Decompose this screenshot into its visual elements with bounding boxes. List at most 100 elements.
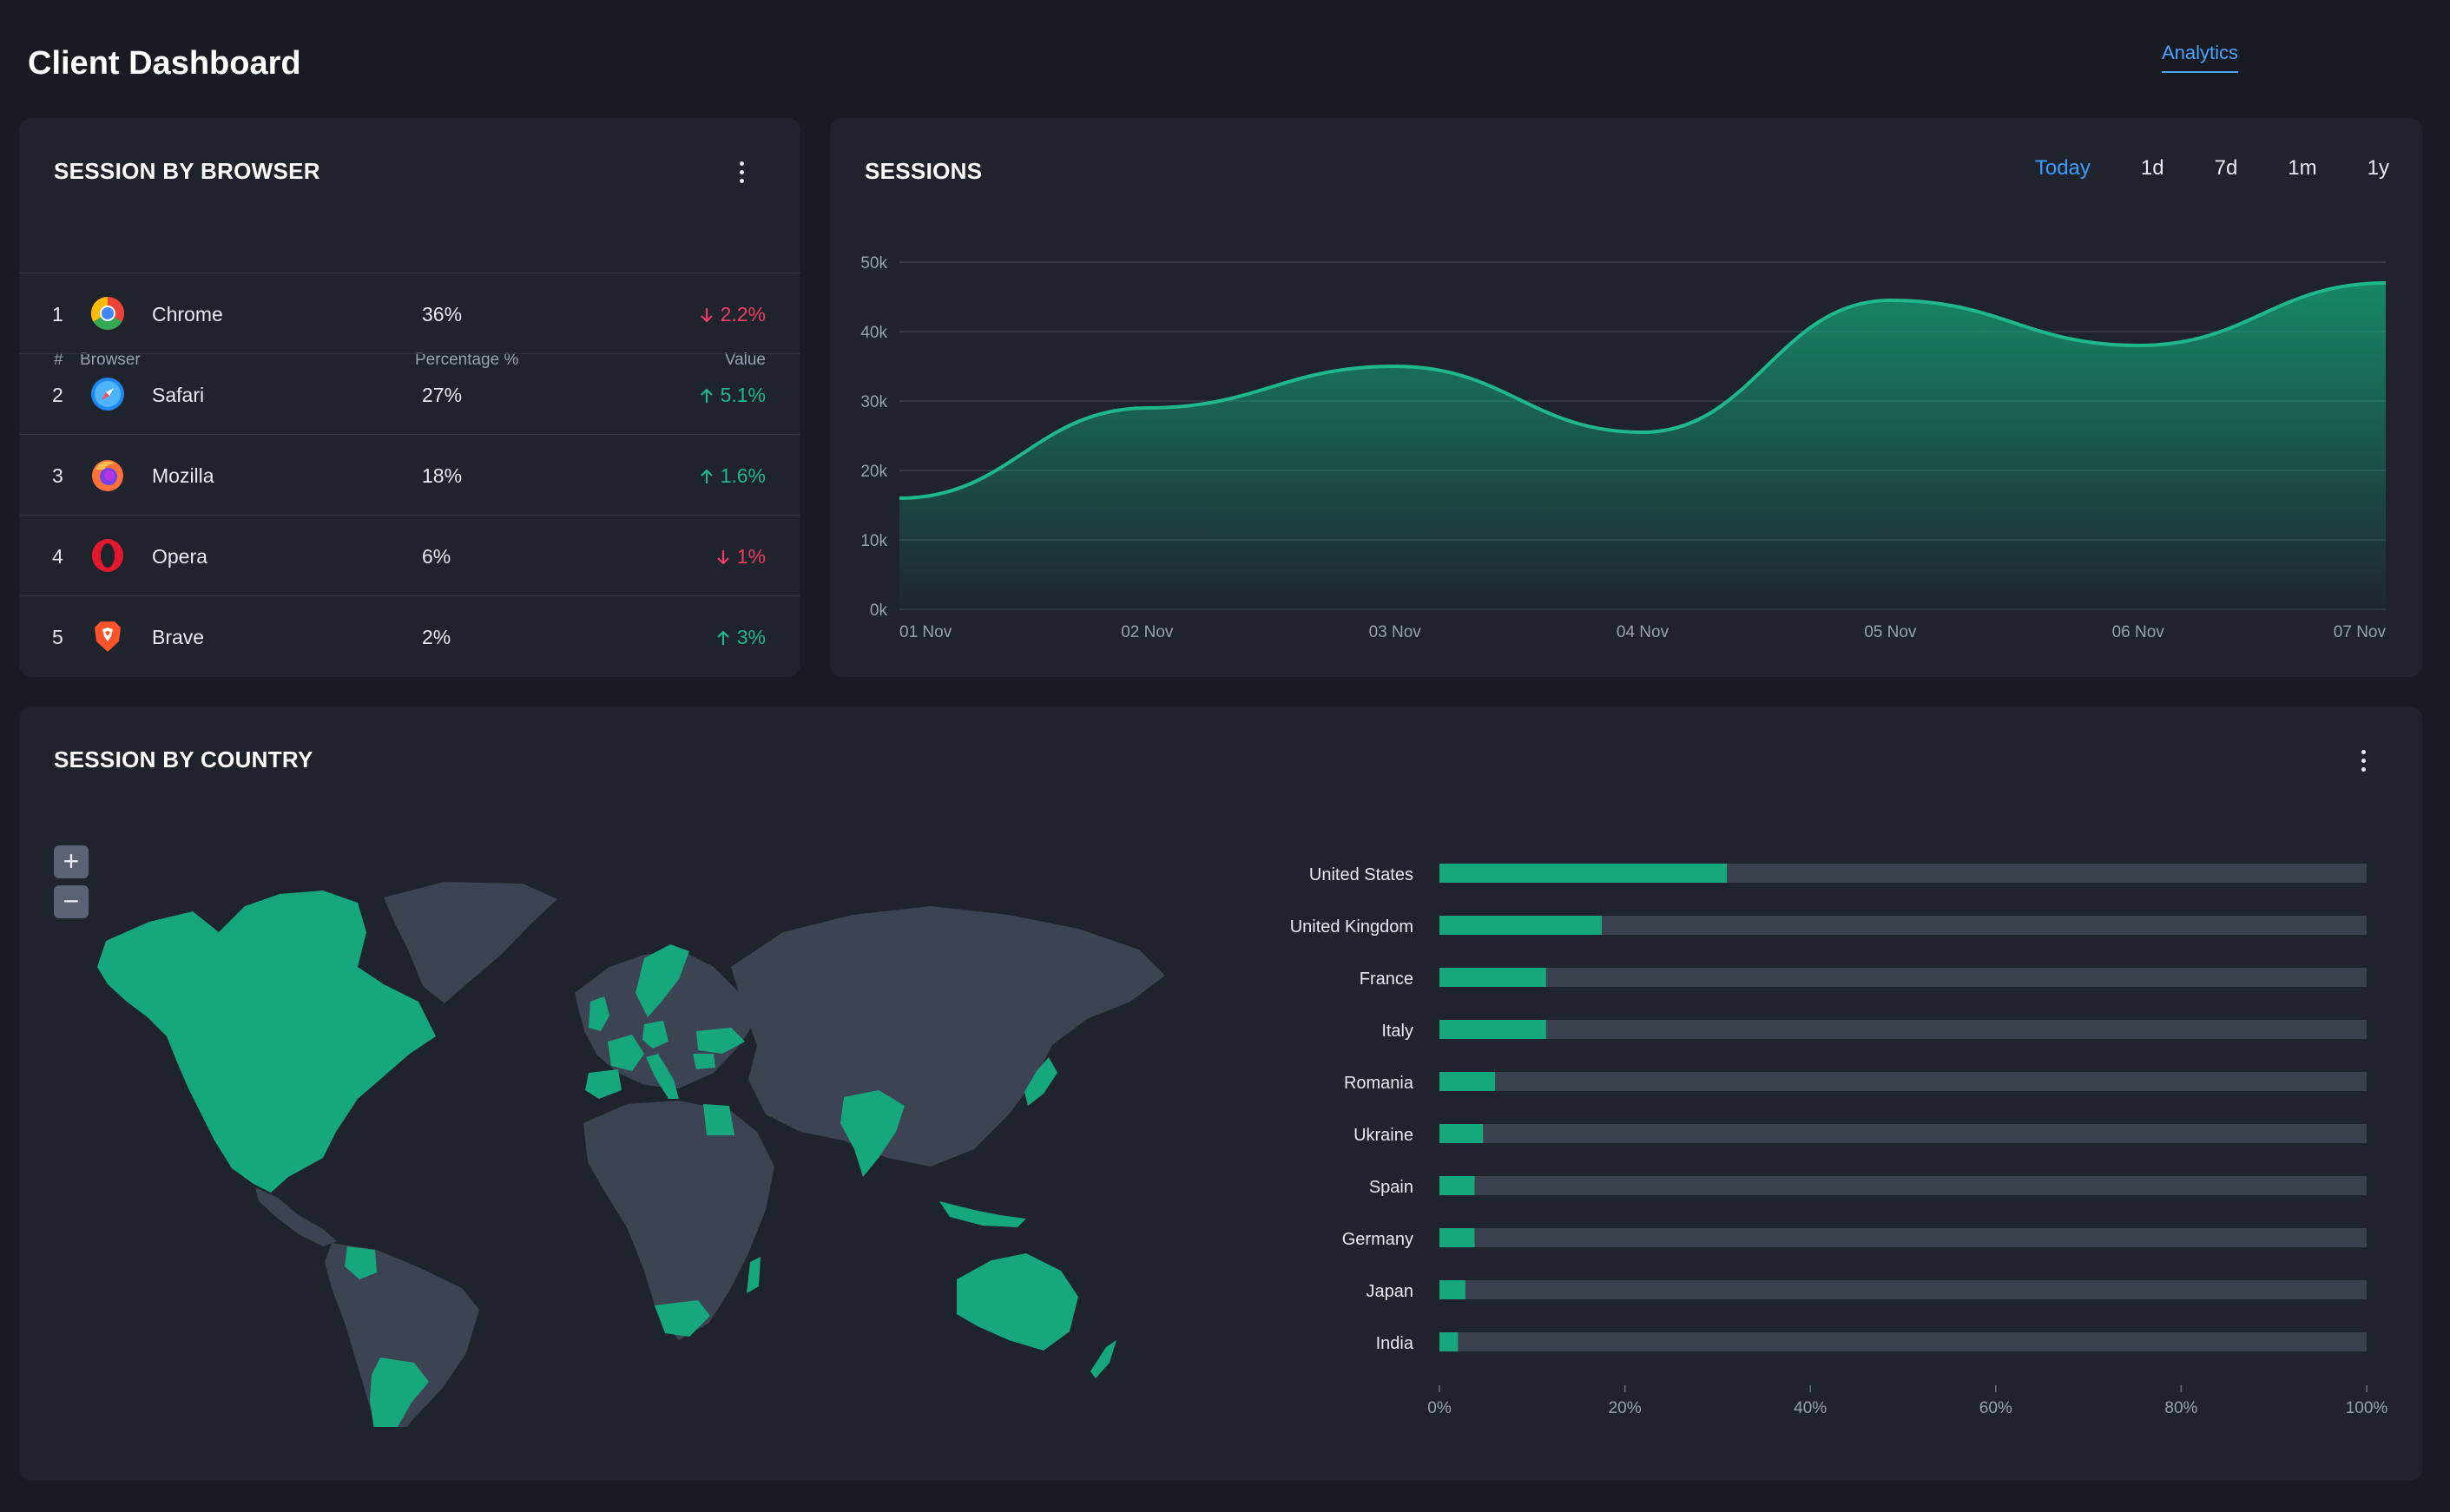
arrow-down-icon [700,307,713,323]
bar-category-label: France [1360,970,1413,989]
map-country-germany[interactable] [642,1021,668,1049]
table-row[interactable]: 2 Safari 27% 5.1% [19,353,800,435]
opera-icon [92,539,123,572]
browser-name: Chrome [152,303,223,325]
card-title: SESSION BY BROWSER [54,158,320,184]
y-tick-label: 0k [870,602,888,620]
range-tab-1y[interactable]: 1y [2367,156,2389,180]
browser-name: Opera [152,545,207,568]
arrow-up-icon [716,629,729,645]
world-map[interactable] [71,871,1226,1427]
analytics-link[interactable]: Analytics [2162,42,2239,73]
map-region-asia[interactable] [731,906,1165,1167]
bar-track [1439,968,2367,987]
bar-value[interactable] [1439,916,1602,935]
bar-category-label: United Kingdom [1290,917,1413,937]
range-tab-7d[interactable]: 7d [2214,156,2238,180]
map-country-ukraine[interactable] [696,1028,745,1054]
value-text: 1% [736,545,766,568]
browser-value: 1% [716,545,766,569]
map-country-spain[interactable] [585,1069,622,1099]
bar-category-label: India [1376,1334,1414,1353]
map-region-south-america[interactable] [325,1243,479,1427]
bar-track [1439,1020,2367,1039]
column-header-browser: Browser [80,351,141,369]
map-country-scandinavia[interactable] [636,944,689,1017]
map-country-north-america[interactable] [97,891,436,1193]
map-country-venezuela[interactable] [345,1246,377,1279]
bar-track [1439,1124,2367,1143]
map-region-central-america[interactable] [255,1187,337,1246]
range-tab-1m[interactable]: 1m [2288,156,2317,180]
x-tick-label: 05 Nov [1864,623,1917,641]
map-country-south-africa[interactable] [655,1300,710,1337]
map-country-uk[interactable] [589,996,609,1031]
range-tab-1d[interactable]: 1d [2140,156,2164,180]
column-header-value: Value [724,351,766,369]
y-tick-label: 10k [860,532,887,550]
bar-value[interactable] [1439,1228,1475,1247]
range-tabs: Today 1d 7d 1m 1y [2035,156,2389,181]
chrome-icon [90,296,125,331]
browser-percentage: 18% [422,464,463,487]
bar-track [1439,1332,2367,1351]
bar-category-label: United States [1309,865,1413,884]
x-tick-label: 06 Nov [2112,623,2165,641]
bar-value[interactable] [1439,1072,1496,1091]
more-options-icon[interactable] [2353,743,2374,778]
value-text: 1.6% [720,464,766,487]
map-country-madagascar[interactable] [747,1257,761,1293]
map-country-greenland[interactable] [384,882,557,1003]
zoom-out-button[interactable]: − [54,885,89,918]
range-tab-today[interactable]: Today [2034,156,2091,180]
bar-track [1439,916,2367,935]
table-row[interactable]: 4 Opera 6% 1% [19,515,800,596]
map-region-indonesia[interactable] [939,1201,1026,1227]
safari-icon [91,378,124,411]
table-row[interactable]: 3 Mozilla 18% 1.6% [19,434,800,516]
x-tick-label: 80% [2164,1399,2197,1417]
sessions-card: SESSIONS Today 1d 7d 1m 1y 0k 10k 20k 30k 40… [830,118,2422,677]
bar-value[interactable] [1439,1176,1475,1195]
map-country-egypt[interactable] [703,1104,734,1135]
map-country-argentina[interactable] [370,1358,429,1427]
bar-category-label: Japan [1367,1282,1414,1301]
row-number: 1 [52,303,63,325]
browser-value: 3% [716,626,766,649]
y-tick-label: 20k [860,463,887,481]
map-region-africa[interactable] [583,1101,774,1340]
column-header-num: # [54,351,63,369]
bar-category-label: Ukraine [1353,1126,1413,1145]
browser-percentage: 36% [422,303,463,325]
bar-category-label: Germany [1342,1230,1413,1249]
browser-percentage: 27% [422,384,463,406]
more-options-icon[interactable] [731,154,752,189]
row-number: 2 [52,384,63,406]
bar-value[interactable] [1439,1332,1459,1351]
firefox-icon [92,460,123,491]
bar-track [1439,1072,2367,1091]
bar-value[interactable] [1439,1280,1465,1299]
browser-name: Safari [152,384,205,406]
map-country-new-zealand[interactable] [1090,1340,1116,1378]
bar-value[interactable] [1439,1020,1546,1039]
y-tick-label: 40k [860,324,887,342]
map-country-australia[interactable] [957,1253,1078,1351]
bar-value[interactable] [1439,864,1728,883]
zoom-in-button[interactable]: + [54,845,89,878]
map-country-romania[interactable] [693,1054,715,1069]
map-country-italy[interactable] [646,1054,679,1099]
table-row[interactable]: 5 Brave 2% 3% [19,595,800,677]
bar-track [1439,1176,2367,1195]
browser-name: Mozilla [152,464,214,487]
bar-value[interactable] [1439,968,1546,987]
map-country-india[interactable] [840,1090,905,1177]
browser-percentage: 2% [422,626,451,648]
x-tick-label: 0% [1427,1399,1452,1417]
session-by-country-card: SESSION BY COUNTRY + − [19,707,2422,1481]
x-tick-label: 01 Nov [899,623,952,641]
map-country-japan[interactable] [1024,1057,1057,1106]
table-row[interactable]: 1 Chrome 36% 2.2% [19,273,800,354]
map-country-france[interactable] [608,1035,644,1071]
bar-value[interactable] [1439,1124,1484,1143]
